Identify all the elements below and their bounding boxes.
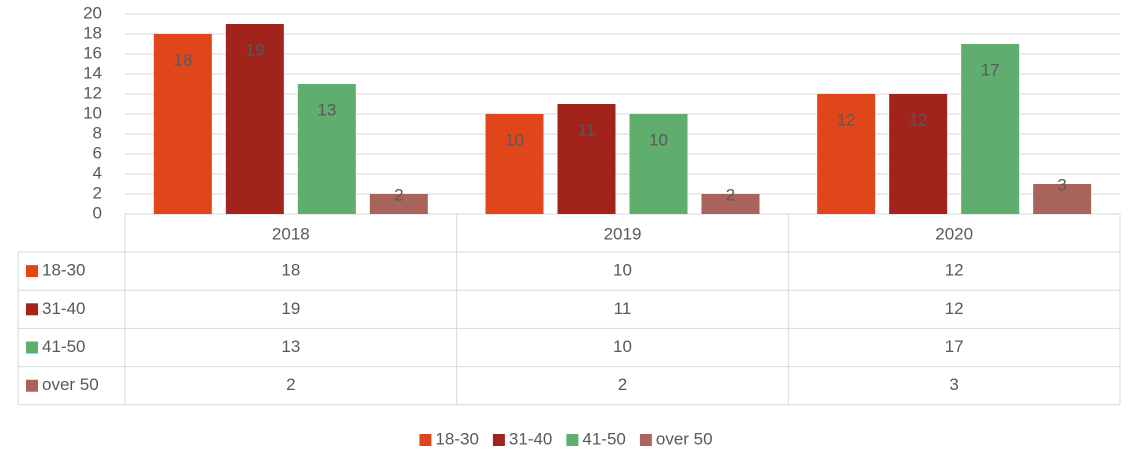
data-label: 10	[649, 130, 668, 149]
data-label: 2	[394, 185, 403, 204]
table-cell: 3	[949, 375, 958, 394]
bar	[817, 94, 876, 214]
table-cell: 12	[945, 299, 964, 318]
table-cell: 13	[281, 337, 300, 356]
table-cell: 2	[618, 375, 627, 394]
legend-label: 41-50	[582, 429, 625, 448]
data-label: 12	[837, 110, 856, 129]
legend-key	[26, 379, 38, 392]
x-tick-label: 2020	[935, 224, 973, 243]
table-cell: 18	[281, 261, 300, 280]
data-label: 18	[173, 50, 192, 69]
data-label: 10	[505, 130, 524, 149]
bar	[701, 194, 760, 214]
data-label: 12	[909, 110, 928, 129]
x-tick-label: 2019	[604, 224, 642, 243]
y-tick-label: 14	[83, 63, 102, 82]
table-row-label: 18-30	[42, 261, 85, 280]
y-tick-label: 16	[83, 43, 102, 62]
legend-label: over 50	[656, 429, 713, 448]
bar	[1033, 184, 1092, 214]
bar	[889, 94, 948, 214]
data-label: 3	[1057, 175, 1066, 194]
y-tick-label: 12	[83, 83, 102, 102]
table-cell: 10	[613, 337, 632, 356]
legend-label: 31-40	[509, 429, 552, 448]
data-label: 17	[981, 60, 1000, 79]
y-tick-label: 20	[83, 3, 102, 22]
table-cell: 17	[945, 337, 964, 356]
bar	[629, 114, 688, 214]
y-tick-label: 6	[93, 143, 102, 162]
data-label: 2	[726, 185, 735, 204]
bar	[961, 44, 1020, 214]
legend-key	[26, 265, 38, 278]
data-label: 11	[578, 120, 596, 139]
bar	[557, 104, 616, 214]
data-label: 19	[245, 40, 264, 59]
table-cell: 2	[286, 375, 295, 394]
bar	[153, 34, 212, 214]
table-row-label: over 50	[42, 375, 99, 394]
legend-key	[26, 303, 38, 316]
data-label: 13	[317, 100, 336, 119]
table-cell: 10	[613, 261, 632, 280]
bar	[369, 194, 428, 214]
table-row-label: 31-40	[42, 299, 85, 318]
bar	[225, 24, 284, 214]
legend-key	[419, 434, 432, 446]
legend-key	[639, 434, 652, 446]
table-cell: 11	[614, 299, 632, 318]
table-row-label: 41-50	[42, 337, 85, 356]
y-tick-label: 8	[93, 123, 102, 142]
table-cell: 12	[945, 261, 964, 280]
bar	[297, 84, 356, 214]
table-cell: 19	[281, 299, 300, 318]
legend-label: 18-30	[435, 429, 478, 448]
y-tick-label: 18	[83, 23, 102, 42]
y-tick-label: 4	[93, 163, 102, 182]
legend-key	[492, 434, 505, 446]
y-tick-label: 2	[93, 183, 102, 202]
legend-key	[566, 434, 579, 446]
legend-key	[26, 341, 38, 354]
y-tick-label: 10	[83, 103, 102, 122]
x-tick-label: 2018	[272, 224, 310, 243]
y-tick-label: 0	[93, 203, 102, 222]
bar	[485, 114, 544, 214]
